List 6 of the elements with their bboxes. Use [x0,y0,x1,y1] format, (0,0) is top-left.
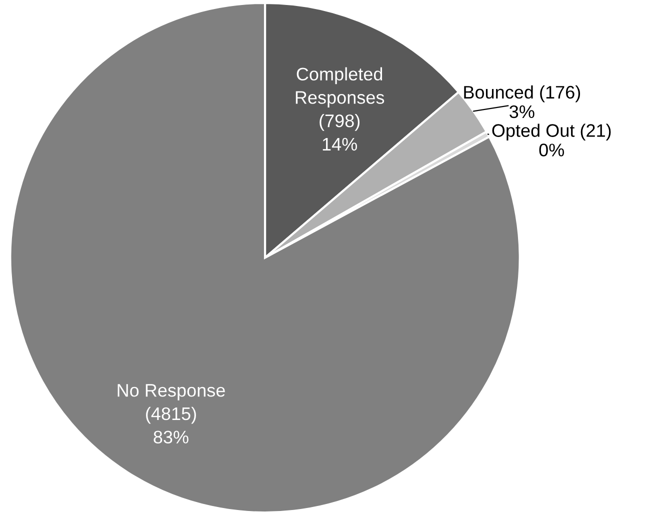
data-label: (798) 14% [320,114,360,151]
data-label: (4815) 83% [146,406,196,444]
slice-label: No Response [118,384,225,400]
slice-label: Bounced (176) 3% [464,85,580,118]
slice-label: Completed Responses [296,67,384,108]
slice-label: Opted Out (21) 0% [492,124,611,156]
